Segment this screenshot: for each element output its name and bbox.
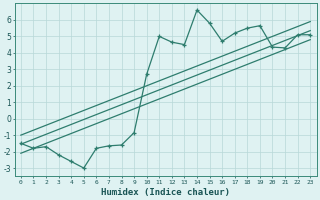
X-axis label: Humidex (Indice chaleur): Humidex (Indice chaleur) [101, 188, 230, 197]
